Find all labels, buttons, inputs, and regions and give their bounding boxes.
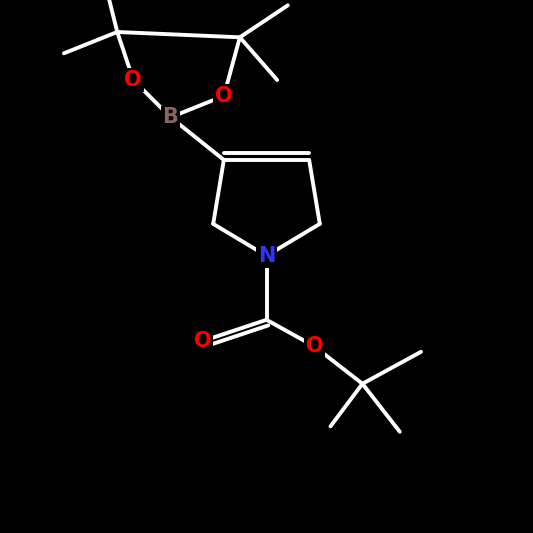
Text: O: O [215,86,233,106]
Text: N: N [258,246,275,266]
Text: O: O [305,336,324,357]
Text: B: B [163,107,179,127]
Text: O: O [124,70,142,90]
Text: O: O [193,331,212,351]
